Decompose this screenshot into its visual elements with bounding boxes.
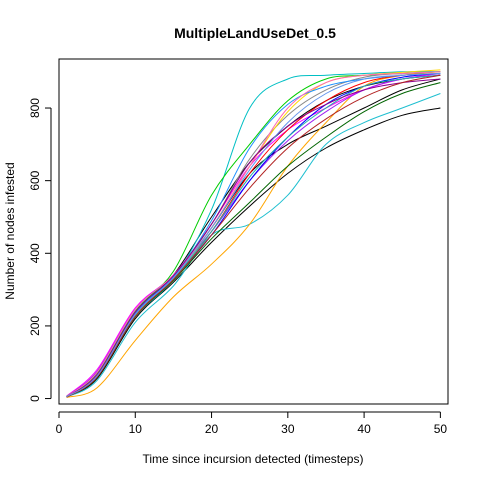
y-tick-label: 400 (28, 243, 42, 263)
series-line-16 (66, 71, 441, 397)
x-tick-label: 30 (281, 422, 295, 436)
chart-title: MultipleLandUseDet_0.5 (174, 25, 336, 41)
y-axis-label: Number of nodes infested (3, 162, 17, 299)
y-tick-label: 600 (28, 170, 42, 190)
series-line-13 (66, 71, 441, 398)
y-tick-label: 800 (28, 98, 42, 118)
series-line-2 (66, 107, 441, 398)
series-line-1 (66, 78, 441, 398)
x-tick-label: 20 (205, 422, 219, 436)
series-line-6 (66, 71, 441, 398)
series-line-19 (66, 74, 441, 398)
series-line-8 (66, 74, 441, 397)
x-axis: 0 10 20 30 40 50 (56, 411, 448, 436)
series-line-14 (66, 69, 441, 398)
series-line-17 (66, 74, 441, 398)
x-tick-label: 0 (56, 422, 63, 436)
y-tick-label: 0 (28, 395, 42, 402)
series-line-20 (66, 73, 441, 398)
series-line-12 (66, 82, 441, 398)
x-tick-label: 40 (357, 422, 371, 436)
series-line-18 (66, 78, 441, 398)
x-tick-label: 10 (129, 422, 143, 436)
y-axis: 0 200 400 600 800 (28, 98, 52, 402)
series-line-3 (66, 74, 441, 397)
series-line-10 (66, 71, 441, 397)
series-line-4 (66, 71, 441, 398)
y-tick-label: 200 (28, 316, 42, 336)
x-axis-label: Time since incursion detected (timesteps… (143, 452, 364, 466)
series-lines (66, 69, 441, 398)
plot-frame (58, 58, 449, 405)
x-tick-label: 50 (434, 422, 448, 436)
